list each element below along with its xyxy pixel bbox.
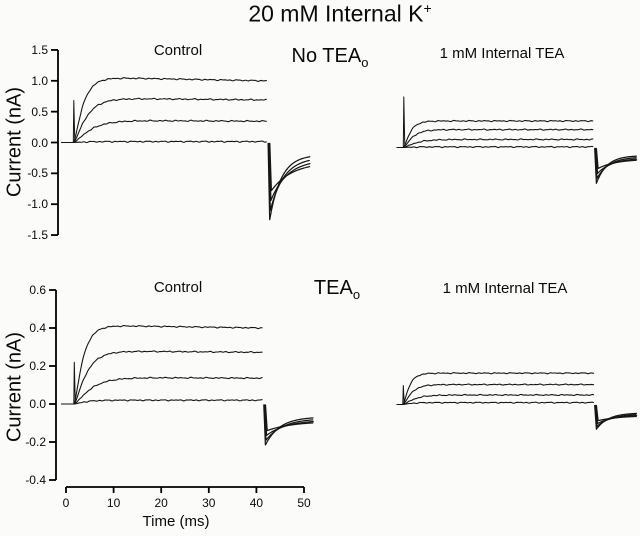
current-trace [396, 393, 595, 406]
y-tick-label: -0.2 [25, 435, 46, 449]
y-axis-label-bottom: Current (nA) [3, 331, 26, 443]
condition-bottom-text: TEA [313, 277, 353, 299]
tail-current-trace [594, 147, 637, 179]
tail-current-trace [264, 404, 314, 432]
tail-current-trace [267, 142, 311, 221]
current-trace [396, 401, 595, 406]
x-tick-label: 40 [249, 496, 264, 510]
condition-label-bottom: TEAo [314, 277, 360, 302]
x-tick-label: 20 [154, 496, 168, 510]
condition-top-text: No TEA [291, 45, 362, 67]
x-tick-label: 50 [297, 496, 311, 510]
capacitive-spike-trace [402, 385, 405, 405]
panel-title-bottom-right: 1 mM Internal TEA [442, 280, 568, 297]
y-tick-label: 1.5 [31, 42, 48, 57]
panel-title-top-right: 1 mM Internal TEA [439, 45, 565, 62]
panel-title-top-left: Control [153, 42, 203, 59]
y-tick-label: 1.0 [31, 73, 48, 88]
current-trace [396, 145, 594, 149]
capacitive-spike-trace [73, 361, 76, 405]
y-tick-label: 0.2 [29, 359, 46, 373]
current-trace [396, 119, 594, 149]
y-tick-label: 0.6 [29, 283, 46, 297]
y-tick-label: -1.5 [27, 228, 48, 243]
current-trace [61, 324, 263, 405]
y-tick-label: -1.0 [27, 197, 48, 212]
x-tick-label: 30 [202, 496, 216, 510]
current-trace [396, 138, 594, 149]
tail-current-trace [595, 404, 637, 422]
y-tick-label: -0.5 [27, 166, 48, 181]
x-tick-label: 0 [62, 496, 70, 510]
y-tick-label: 0.5 [31, 104, 48, 119]
figure-title-text: 20 mM Internal K [248, 0, 424, 27]
current-trace [61, 140, 267, 144]
current-trace [61, 119, 267, 144]
tail-current-trace [269, 142, 311, 192]
tail-current-trace [267, 142, 310, 212]
current-trace [61, 399, 263, 405]
condition-top-subscript: o [361, 55, 369, 70]
condition-label-top: No TEAo [292, 45, 369, 70]
figure-title-superscript: + [423, 0, 432, 16]
current-trace [396, 372, 595, 406]
tail-current-trace [268, 142, 311, 202]
x-axis-label: Time (ms) [142, 513, 210, 530]
current-trace [61, 77, 267, 144]
tail-current-trace [263, 404, 314, 441]
capacitive-spike-trace [72, 100, 76, 143]
tail-current-trace [594, 147, 638, 184]
y-tick-label: 0.0 [31, 135, 48, 150]
current-trace [61, 350, 263, 405]
y-tick-label: 0.4 [29, 321, 46, 335]
capacitive-spike-trace [402, 96, 406, 148]
x-tick-label: 10 [106, 496, 121, 510]
panel-title-bottom-left: Control [153, 279, 203, 296]
current-trace [396, 383, 595, 406]
figure-title: 20 mM Internal K+ [248, 0, 431, 27]
current-trace [396, 128, 594, 149]
condition-bottom-subscript: o [352, 287, 361, 302]
y-tick-label: -0.4 [25, 473, 46, 487]
y-tick-label: 0.0 [29, 397, 46, 411]
current-trace [61, 97, 267, 144]
tail-current-trace [595, 147, 637, 170]
current-trace [61, 376, 263, 405]
